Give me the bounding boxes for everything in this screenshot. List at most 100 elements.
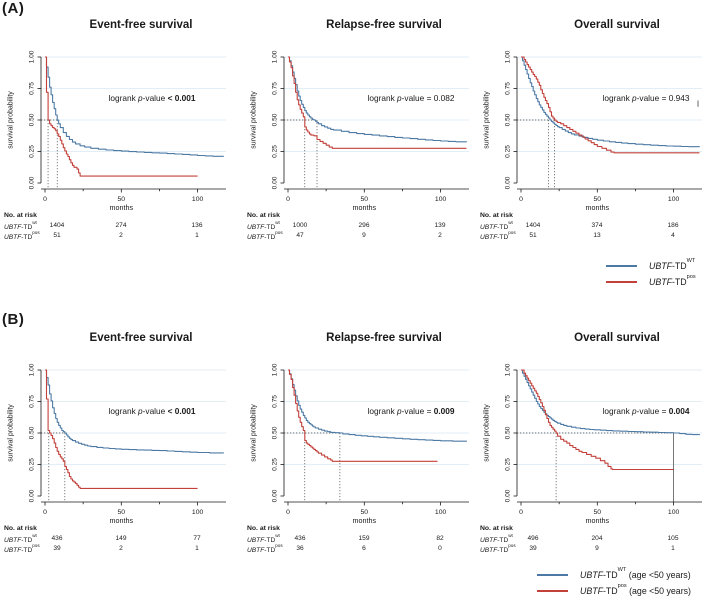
svg-text:100: 100 [668,196,680,203]
risk-count: 0 [438,544,442,552]
svg-text:50: 50 [361,509,369,516]
svg-text:0.75: 0.75 [505,82,512,95]
km-panel: Overall survival 0.00 0.25 0.50 0.75 1.00 0 50… [476,329,714,579]
risk-table-header: No. at risk [247,525,280,532]
risk-row: UBTF-TDpos 51 2 1 [0,230,238,241]
median-reference-lines [517,119,555,189]
risk-count: 51 [53,231,61,239]
km-curve-pos [521,56,700,154]
panel-a-relapse-free: Relapse-free survival 0.00 0.25 0.50 0.75 1.… [243,16,481,266]
svg-text:1.00: 1.00 [272,50,279,63]
svg-text:0.00: 0.00 [272,489,279,502]
risk-count: 1404 [525,222,541,229]
risk-count: 139 [434,222,446,229]
risk-row: UBTF-TDpos 47 9 2 [243,230,481,241]
km-chart: 0.00 0.25 0.50 0.75 1.00 0 50 100 months survival… [251,50,469,212]
svg-text:0: 0 [43,509,47,516]
risk-count: 39 [53,544,61,552]
risk-row: UBTF-TDwt 496 204 105 [476,533,714,544]
legend-item: UBTF-TDWT [606,258,696,274]
risk-count: 274 [115,222,127,229]
risk-row: UBTF-TDwt 1404 274 136 [0,220,238,231]
axes: 0.00 0.25 0.50 0.75 1.00 0 50 100 months survival… [8,363,226,525]
risk-count: 47 [296,231,304,239]
km-curves [288,369,468,462]
svg-text:50: 50 [118,196,126,203]
panel-b-event-free: Event-free survival 0.00 0.25 0.50 0.75 1.00… [0,329,238,579]
svg-text:0.00: 0.00 [29,176,36,189]
risk-table-header: No. at risk [4,525,37,532]
km-curve-pos [521,369,674,471]
risk-count: 9 [362,231,366,239]
pvalue-label: logrank p-value < 0.001 [108,93,196,103]
svg-text:0.00: 0.00 [505,489,512,502]
risk-row-label: UBTF-TDpos [247,542,283,554]
risk-table-header: No. at risk [480,525,513,532]
km-chart: 0.00 0.25 0.50 0.75 1.00 0 50 100 months survival… [8,50,226,212]
risk-row: UBTF-TDpos 39 2 1 [0,543,238,554]
gridlines [517,369,702,465]
km-panel: Event-free survival 0.00 0.25 0.50 0.75 1.00… [0,16,238,266]
svg-text:1.00: 1.00 [505,50,512,63]
axes: 0.00 0.25 0.50 0.75 1.00 0 50 100 months survival… [484,363,702,525]
km-chart: 0.00 0.25 0.50 0.75 1.00 0 50 100 months survival… [8,363,226,525]
axes: 0.00 0.25 0.50 0.75 1.00 0 50 100 months survival… [251,50,469,212]
median-reference-lines [41,119,58,189]
risk-row-label: UBTF-TDpos [480,229,516,241]
risk-row: UBTF-TDwt 1000 296 139 [243,220,481,232]
svg-text:0: 0 [519,509,523,516]
km-curve-wt [521,369,701,436]
legend-item: UBTF-TDpos (age <50 years) [537,583,691,599]
svg-text:1.00: 1.00 [29,50,36,63]
svg-text:0: 0 [286,509,290,516]
svg-text:0.75: 0.75 [29,82,36,95]
svg-text:0.75: 0.75 [505,395,512,408]
risk-count: 1 [671,544,675,552]
risk-count: 6 [362,544,366,552]
risk-count: 496 [527,535,539,542]
km-curves [45,56,225,177]
km-curve-pos [288,56,467,149]
svg-text:0.00: 0.00 [505,176,512,189]
panel-b-overall: Overall survival 0.00 0.25 0.50 0.75 1.00 0 50… [476,329,714,579]
km-chart: 0.00 0.25 0.50 0.75 1.00 0 50 100 months survival… [484,363,702,525]
risk-count: 436 [294,535,306,542]
svg-text:1.00: 1.00 [505,363,512,376]
svg-text:1.00: 1.00 [272,363,279,376]
svg-text:months: months [353,203,377,212]
panel-title: Event-free survival [89,19,193,31]
pos-line-swatch [537,590,568,592]
risk-table-header: No. at risk [247,212,280,219]
panel-b-relapse-free: Relapse-free survival 0.00 0.25 0.50 0.75 1.… [243,329,481,579]
risk-count: 204 [591,535,603,542]
svg-text:0.25: 0.25 [272,458,279,471]
risk-table-header: No. at risk [480,212,513,219]
svg-text:0: 0 [43,196,47,203]
pvalue-label: logrank p-value = 0.082 [367,93,455,103]
svg-text:survival probability: survival probability [484,404,491,462]
svg-text:0.50: 0.50 [505,426,512,439]
svg-text:0.50: 0.50 [29,113,36,126]
risk-row-label: UBTF-TDwt [247,533,280,545]
svg-text:0.00: 0.00 [29,489,36,502]
median-reference-lines [517,432,674,502]
svg-text:0.50: 0.50 [272,426,279,439]
pvalue-label: logrank p-value < 0.001 [108,406,196,416]
risk-count: 186 [667,222,679,229]
svg-text:100: 100 [668,509,680,516]
risk-count: 374 [591,222,603,229]
km-curve-wt [288,369,468,442]
risk-count: 9 [595,544,599,552]
risk-count: 1 [195,544,199,552]
panel-title: Overall survival [574,19,660,31]
panel-title: Event-free survival [89,332,193,344]
risk-row-label: UBTF-TDwt [247,220,280,232]
gridlines [41,369,226,465]
section-a-label: (A) [2,0,25,17]
svg-text:survival probability: survival probability [251,404,258,462]
risk-row: UBTF-TDpos 51 13 4 [476,229,714,241]
svg-text:months: months [110,203,134,212]
svg-text:0.75: 0.75 [272,395,279,408]
panel-title: Relapse-free survival [326,19,442,31]
